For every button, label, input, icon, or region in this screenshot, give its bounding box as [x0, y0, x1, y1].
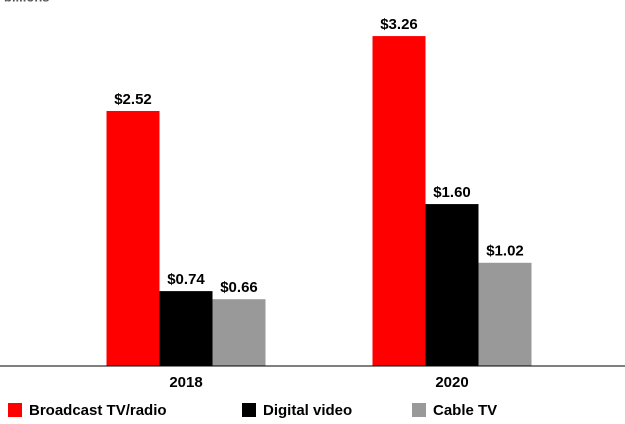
value-label: $3.26 [380, 16, 418, 33]
x-tick-label: 2018 [169, 374, 202, 391]
legend-label: Broadcast TV/radio [29, 402, 167, 419]
legend-swatch [412, 403, 426, 417]
value-label: $0.66 [220, 279, 258, 296]
value-label: $1.60 [433, 184, 471, 201]
bar [106, 110, 160, 366]
bar [478, 262, 532, 366]
bar [425, 204, 479, 366]
legend-label: Digital video [263, 402, 352, 419]
x-tick-label: 2020 [435, 374, 468, 391]
value-label: $2.52 [114, 91, 152, 108]
legend-label: Cable TV [433, 402, 497, 419]
bar [372, 36, 426, 366]
legend-swatch [242, 403, 256, 417]
bar [159, 291, 213, 366]
subtitle: billions [4, 0, 50, 4]
value-label: $0.74 [167, 271, 205, 288]
value-label: $1.02 [486, 243, 524, 260]
bar [212, 299, 266, 366]
legend-swatch [8, 403, 22, 417]
